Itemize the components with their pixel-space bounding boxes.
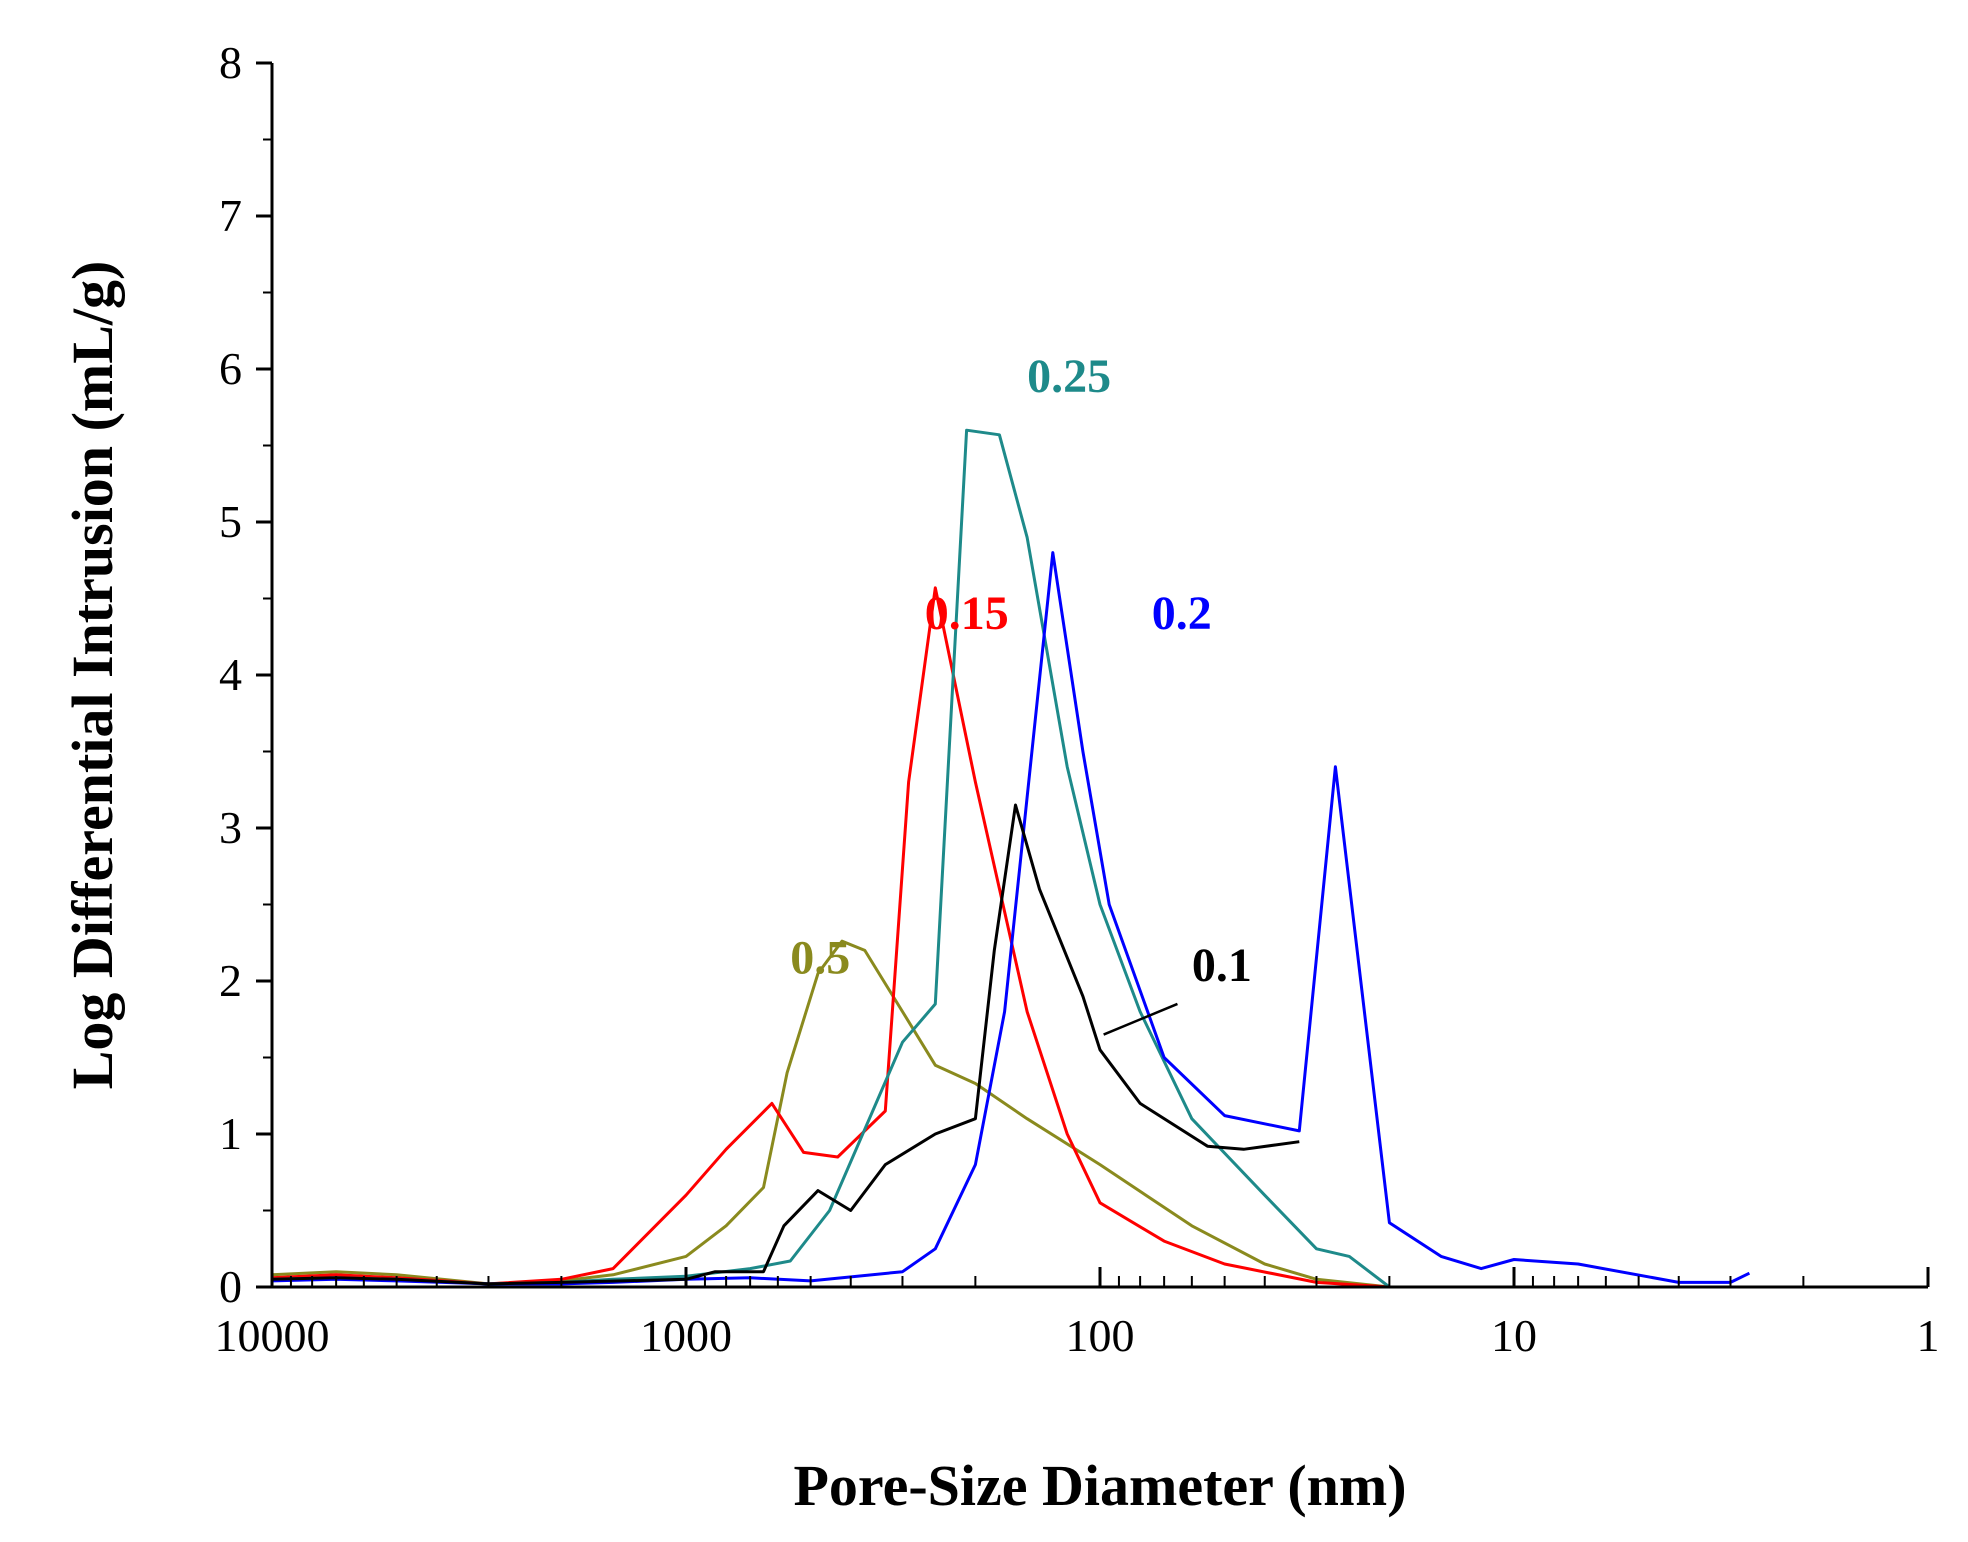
y-tick-label: 3	[219, 802, 242, 853]
x-tick-label: 1	[1917, 1310, 1940, 1361]
x-axis-title: Pore-Size Diameter (nm)	[793, 1453, 1406, 1518]
series-label-0-5: 0.5	[790, 931, 850, 984]
y-tick-label: 4	[219, 649, 242, 700]
series-label-0-25: 0.25	[1027, 350, 1111, 403]
x-tick-label: 100	[1066, 1310, 1135, 1361]
y-tick-label: 1	[219, 1108, 242, 1159]
axes	[270, 63, 1928, 1289]
ticks: 0 1 2 3 4 5 6 7 8 10000 1000 100 10 1	[215, 37, 1940, 1361]
series-line-0-2	[271, 551, 1751, 1286]
y-axis-title: Log Differential Intrusion (mL/g)	[60, 261, 125, 1090]
series-line-0-5	[271, 939, 1639, 1289]
y-tick-label: 5	[219, 496, 242, 547]
series-label-0-1: 0.1	[1192, 939, 1252, 992]
plot-area	[271, 428, 1751, 1289]
series-line-0-25	[271, 428, 1639, 1289]
y-tick-label: 2	[219, 955, 242, 1006]
series-label-leader	[1103, 1002, 1178, 1036]
series-label-0-2: 0.2	[1152, 587, 1212, 640]
series-label-0-15: 0.15	[925, 587, 1009, 640]
x-tick-label: 10	[1491, 1310, 1537, 1361]
y-tick-label: 7	[219, 190, 242, 241]
y-tick-label: 0	[219, 1261, 242, 1312]
series-line-0-15	[271, 586, 1639, 1289]
series-labels: 0.5 0.15 0.25 0.2 0.1	[790, 350, 1252, 1036]
x-tick-label: 10000	[215, 1310, 330, 1361]
x-tick-label: 1000	[640, 1310, 732, 1361]
y-tick-label: 8	[219, 37, 242, 88]
series-line-0-1	[271, 803, 1300, 1286]
y-tick-label: 6	[219, 343, 242, 394]
